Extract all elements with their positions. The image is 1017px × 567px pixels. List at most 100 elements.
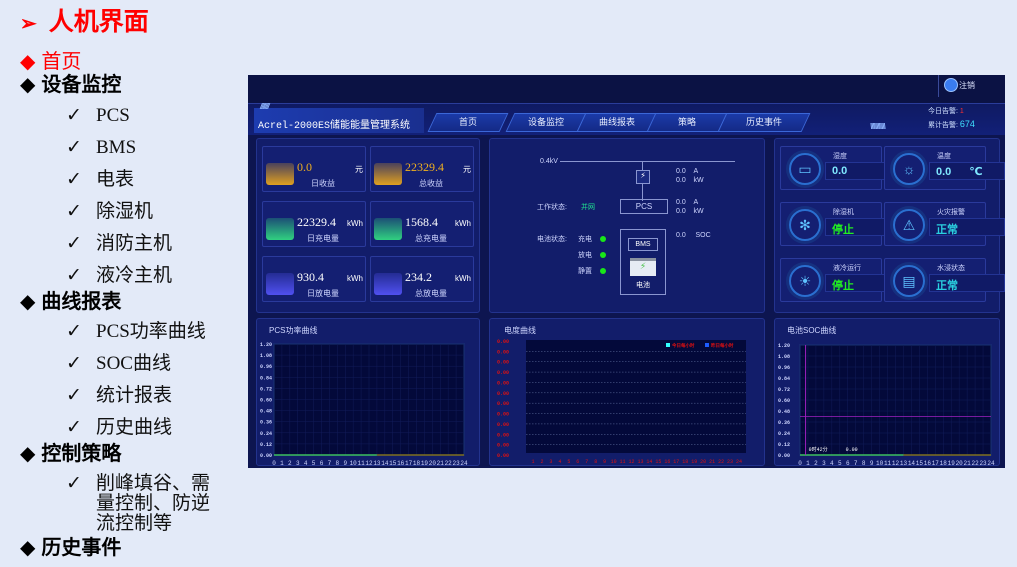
alarm-light-icon: ⚠	[893, 209, 925, 241]
y-tick-label: 1.08	[778, 354, 790, 360]
meter-icon[interactable]: ⚡	[636, 170, 650, 184]
stat-unit: 元	[463, 165, 471, 174]
x-tick-label: 4	[304, 460, 308, 467]
work-status-value: 并网	[581, 204, 595, 211]
tab-4[interactable]: 历史事件	[717, 113, 811, 132]
x-tick-label: 9	[603, 459, 606, 465]
stat-label: 日收益	[311, 179, 335, 188]
x-tick-label: 2	[288, 460, 292, 467]
battery-box[interactable]: BMS ⚡ 电池	[620, 229, 666, 295]
stat-unit: kWh	[455, 219, 471, 228]
check-icon: ✓	[66, 385, 82, 406]
env-label: 温度	[937, 153, 951, 160]
x-tick-label: 16	[924, 460, 932, 467]
stat-unit: kWh	[347, 219, 363, 228]
x-tick-label: 7	[328, 460, 332, 467]
battery-charge-icon	[266, 218, 294, 240]
x-tick-label: 21	[709, 459, 715, 465]
x-tick-label: 22	[971, 460, 979, 467]
stat-label: 日充电量	[307, 234, 339, 243]
x-tick-label: 0	[798, 460, 802, 467]
env-card: ▤ 水浸状态 正常	[884, 258, 1005, 302]
outline-item: ✓ PCS	[66, 105, 130, 126]
y-tick-label: 0.00	[497, 412, 509, 418]
stat-value: 0.0	[297, 160, 312, 174]
stat-card: 1568.4 kWh 总充电量	[370, 201, 474, 247]
tooltip-value: 0.00	[846, 447, 858, 453]
x-tick-label: 23	[727, 459, 733, 465]
outline-item: ✓ PCS功率曲线	[66, 321, 206, 342]
logout-button[interactable]: 注销	[938, 75, 1005, 97]
check-icon: ✓	[66, 137, 82, 158]
tab-1[interactable]: 设备监控	[505, 113, 587, 132]
env-value: 正常	[929, 218, 1005, 236]
x-tick-label: 18	[940, 460, 948, 467]
x-tick-label: 11	[357, 460, 365, 467]
check-icon: ✓	[66, 169, 82, 190]
battery-state-label: 静置	[578, 268, 592, 275]
legend-label[interactable]: 今日每小时	[672, 342, 695, 349]
x-tick-label: 11	[620, 459, 626, 465]
x-tick-label: 1	[280, 460, 284, 467]
outline-section: ◆ 首页	[20, 51, 82, 73]
y-tick-label: 0.00	[260, 453, 272, 459]
outline-item: ✓ 消防主机	[66, 233, 173, 254]
x-tick-label: 6	[320, 460, 324, 467]
stat-label: 总收益	[419, 179, 443, 188]
check-icon: ✓	[66, 473, 82, 494]
tab-2[interactable]: 曲线报表	[576, 113, 658, 132]
env-value: 0.0	[825, 162, 901, 180]
top-band	[248, 75, 1005, 103]
today-alarm-count: 1	[959, 108, 964, 115]
y-tick-label: 0.00	[497, 453, 509, 459]
x-tick-label: 13	[900, 460, 908, 467]
x-tick-label: 19	[421, 460, 429, 467]
y-tick-label: 0.00	[497, 391, 509, 397]
water-sensor-icon: ▤	[893, 265, 925, 297]
check-icon: ✓	[66, 417, 82, 438]
chart-title: 电池SOC曲线	[787, 325, 836, 335]
legend-label[interactable]: 昨日每小时	[711, 342, 734, 349]
x-tick-label: 15	[655, 459, 661, 465]
y-tick-label: 0.72	[260, 386, 272, 392]
y-tick-label: 0.00	[497, 401, 509, 407]
tab-3[interactable]: 策略	[646, 113, 728, 132]
env-label: 湿度	[833, 153, 847, 160]
check-icon: ✓	[66, 265, 82, 286]
x-tick-label: 20	[429, 460, 437, 467]
legend-swatch	[705, 343, 709, 347]
y-tick-label: 0.00	[497, 422, 509, 428]
stat-value: 22329.4	[297, 215, 336, 229]
x-tick-label: 3	[296, 460, 300, 467]
outline-item: ✓ 削峰填谷、需量控制、防逆流控制等	[66, 473, 211, 534]
stat-value: 1568.4	[405, 215, 438, 229]
y-tick-label: 0.84	[260, 375, 272, 381]
x-tick-label: 4	[830, 460, 834, 467]
x-tick-label: 22	[718, 459, 724, 465]
legend-swatch	[666, 343, 670, 347]
y-tick-label: 0.00	[497, 380, 509, 386]
y-tick-label: 0.00	[497, 443, 509, 449]
x-tick-label: 15	[916, 460, 924, 467]
y-tick-label: 0.24	[260, 431, 272, 437]
x-tick-label: 2	[814, 460, 818, 467]
tooltip-time: 0时42分	[809, 446, 828, 453]
bus-line	[560, 161, 735, 162]
battery-state-label: 放电	[578, 252, 592, 259]
x-tick-label: 23	[452, 460, 460, 467]
env-label: 火灾报警	[937, 209, 965, 216]
bulb-icon: ☀	[789, 265, 821, 297]
diamond-bullet-icon: ◆	[20, 537, 36, 559]
y-tick-label: 0.00	[497, 360, 509, 366]
status-dot-icon	[600, 236, 606, 242]
pcs-box[interactable]: PCS	[620, 199, 668, 214]
tab-0[interactable]: 首页	[427, 113, 509, 132]
y-tick-label: 0.48	[778, 409, 790, 415]
x-tick-label: 6	[576, 459, 579, 465]
x-tick-label: 10	[350, 460, 358, 467]
plot-area	[526, 340, 746, 453]
bms-label: BMS	[628, 238, 658, 251]
y-tick-label: 1.20	[778, 343, 790, 349]
x-tick-label: 11	[884, 460, 892, 467]
x-tick-label: 16	[664, 459, 670, 465]
